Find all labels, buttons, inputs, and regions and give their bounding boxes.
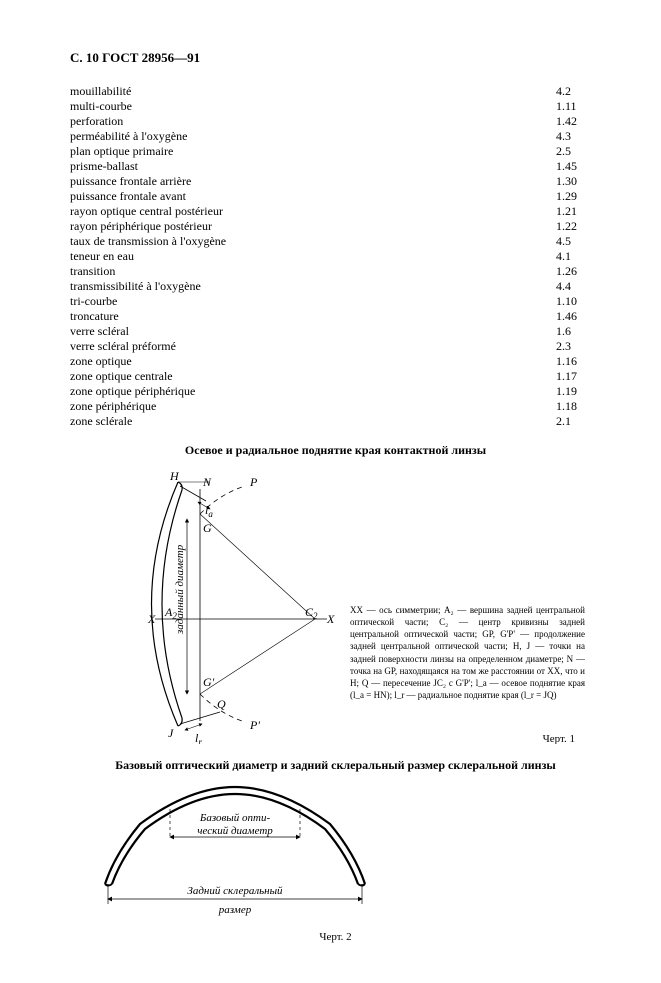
term-value: 2.1 [556,414,601,429]
term-value: 1.30 [556,174,601,189]
term-label: zone optique [70,354,556,369]
term-row: puissance frontale arrière1.30 [70,174,601,189]
term-label: transmissibilité à l'oxygène [70,279,556,294]
term-label: puissance frontale arrière [70,174,556,189]
term-label: taux de transmission à l'oxygène [70,234,556,249]
lbl-G: G [203,521,212,535]
term-label: zone sclérale [70,414,556,429]
fig1-block: la lr заданный диаметр H N P G X A2 C2 X [70,464,601,744]
term-label: troncature [70,309,556,324]
fig2-bot1: Задний склеральный [187,885,283,897]
term-row: rayon périphérique postérieur1.22 [70,219,601,234]
term-label: rayon optique central postérieur [70,204,556,219]
term-value: 1.6 [556,324,601,339]
term-row: transition1.26 [70,264,601,279]
term-value: 1.16 [556,354,601,369]
term-value: 1.10 [556,294,601,309]
term-value: 1.18 [556,399,601,414]
term-value: 4.3 [556,129,601,144]
term-row: perforation1.42 [70,114,601,129]
term-value: 4.1 [556,249,601,264]
term-value: 1.46 [556,309,601,324]
fig1-title: Осевое и радиальное поднятие края контак… [70,443,601,458]
term-label: perméabilité à l'oxygène [70,129,556,144]
lbl-H: H [169,469,180,483]
term-value: 1.22 [556,219,601,234]
term-label: mouillabilité [70,84,556,99]
term-label: zone optique centrale [70,369,556,384]
fig1-legend: XX — ось симметрии; A₂ — вершина задней … [350,604,585,701]
fig2-bot2: размер [218,904,252,916]
lbl-Q: Q [217,697,226,711]
term-row: perméabilité à l'oxygène4.3 [70,129,601,144]
term-row: teneur en eau4.1 [70,249,601,264]
fig1-lr: lr [195,731,202,744]
term-row: multi-courbe1.11 [70,99,601,114]
terms-list: mouillabilité4.2multi-courbe1.11perforat… [70,84,601,429]
lbl-N: N [202,475,212,489]
term-label: tri-courbe [70,294,556,309]
lbl-P: P [249,475,258,489]
term-label: rayon périphérique postérieur [70,219,556,234]
term-row: zone optique centrale1.17 [70,369,601,384]
term-label: prisme-ballast [70,159,556,174]
term-row: taux de transmission à l'oxygène4.5 [70,234,601,249]
term-value: 1.45 [556,159,601,174]
term-row: transmissibilité à l'oxygène4.4 [70,279,601,294]
fig2-title: Базовый оптический диаметр и задний скле… [70,758,601,773]
term-label: zone optique périphérique [70,384,556,399]
term-label: zone périphérique [70,399,556,414]
fig1-axis-text: заданный диаметр [174,544,186,635]
term-value: 1.11 [556,99,601,114]
term-row: rayon optique central postérieur1.21 [70,204,601,219]
term-label: teneur en eau [70,249,556,264]
lbl-Xr: X [326,612,335,626]
term-value: 4.4 [556,279,601,294]
term-label: transition [70,264,556,279]
term-value: 4.5 [556,234,601,249]
fig2-caption: Черт. 2 [70,931,601,943]
fig2-top1: Базовый опти- [199,812,271,824]
term-label: perforation [70,114,556,129]
term-row: plan optique primaire2.5 [70,144,601,159]
lbl-Xl: X [147,612,156,626]
page-header: С. 10 ГОСТ 28956—91 [70,50,601,66]
fig2-svg: Базовый опти- ческий диаметр Задний скле… [70,779,400,929]
lbl-J: J [168,726,174,740]
term-value: 1.42 [556,114,601,129]
term-row: prisme-ballast1.45 [70,159,601,174]
lbl-Gp: G' [203,675,215,689]
term-value: 2.5 [556,144,601,159]
term-value: 1.26 [556,264,601,279]
term-row: verre scléral préformé2.3 [70,339,601,354]
term-row: troncature1.46 [70,309,601,324]
term-value: 1.17 [556,369,601,384]
term-label: verre scléral préformé [70,339,556,354]
lbl-Pp: P' [249,718,260,732]
fig1-svg: la lr заданный диаметр H N P G X A2 C2 X [70,464,590,744]
term-value: 1.29 [556,189,601,204]
term-row: tri-courbe1.10 [70,294,601,309]
term-label: verre scléral [70,324,556,339]
fig2-top2: ческий диаметр [197,825,273,837]
term-label: plan optique primaire [70,144,556,159]
term-row: zone optique1.16 [70,354,601,369]
term-value: 1.21 [556,204,601,219]
term-row: zone sclérale2.1 [70,414,601,429]
term-label: multi-courbe [70,99,556,114]
term-label: puissance frontale avant [70,189,556,204]
term-row: puissance frontale avant1.29 [70,189,601,204]
term-value: 2.3 [556,339,601,354]
term-row: zone optique périphérique1.19 [70,384,601,399]
term-row: verre scléral1.6 [70,324,601,339]
term-row: zone périphérique1.18 [70,399,601,414]
term-value: 4.2 [556,84,601,99]
term-value: 1.19 [556,384,601,399]
fig2-block: Базовый опти- ческий диаметр Задний скле… [70,779,601,943]
lbl-C2: C2 [305,605,318,621]
fig1-caption: Черт. 1 [543,733,575,744]
term-row: mouillabilité4.2 [70,84,601,99]
